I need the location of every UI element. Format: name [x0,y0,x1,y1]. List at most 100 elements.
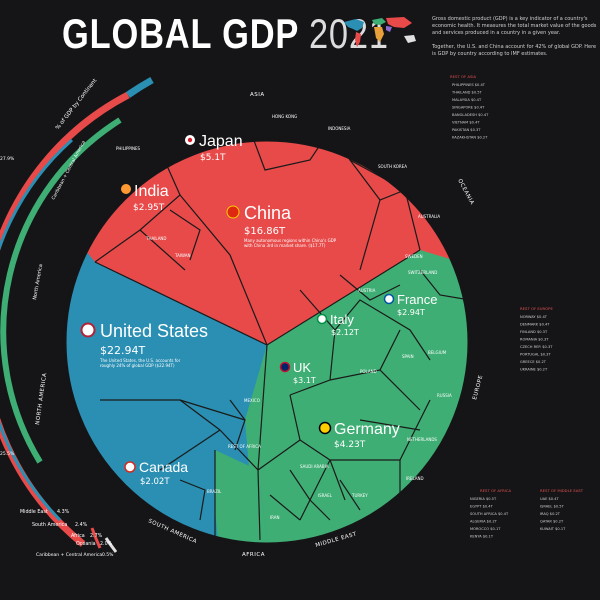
list-row: SOUTH AFRICA $0.4T [470,512,509,516]
list-row: SINGAPORE $0.4T [452,106,485,110]
value-germany: $4.23T [334,440,366,450]
country-canada: Canada $2.02T [124,459,188,487]
list-row: KAZAKHSTAN $0.2T [452,136,488,140]
country-india: India $2.95T [121,183,169,213]
germany-flag-icon [318,421,332,435]
legend-africa: Africa [71,533,85,539]
value-uk: $3.1T [293,376,316,385]
ring-small-2 [104,537,118,553]
italy-flag-icon [316,313,328,325]
country-us: United States $22.94T The United States,… [80,321,208,368]
list-row: EGYPT $0.4T [470,505,494,509]
legend-cca-pct: 0.5% [102,552,114,558]
list-row: KUWAIT $0.1T [540,527,566,531]
continent-legend: Middle East 4.3% South America 2.4% Afri… [20,509,114,558]
value-us: $22.94T [100,344,145,357]
small-label: SPAIN [402,354,414,359]
list-row: KENYA $0.1T [470,535,494,539]
list-row: MOROCCO $0.1T [470,527,501,531]
list-row: PORTUGAL $0.3T [520,353,551,357]
small-label: INDONESIA [328,126,351,131]
ring-eu-pct: 25.5% [0,451,15,457]
small-label: RUSSIA [437,393,452,398]
china-note: Many autonomous regions within China's G… [244,238,337,248]
ring-inner-segment [0,138,73,522]
list-rest-of-europe: NORWAY $0.4T DENMARK $0.4T FINLAND $0.3T RO… [520,315,553,372]
list-row: VIETNAM $0.4T [452,121,480,125]
china-note-text: Many autonomous regions within China's G… [244,238,337,248]
ring-na-label: North America [32,264,44,301]
region-label-asia: ASIA [250,92,265,98]
small-label: TAIWAN [174,253,191,258]
small-label: POLAND [360,369,377,374]
list-row: FINLAND $0.3T [520,330,548,334]
list-row: NORWAY $0.4T [520,315,548,319]
intro-text-2: Together, the U.S. and China account for… [432,44,597,57]
list-row: MALAYSIA $0.4T [452,98,482,102]
japan-flag-dot [187,137,193,143]
list-row: DENMARK $0.4T [520,323,550,327]
list-rest-of-middle-east: UAE $0.4T ISRAEL $0.5T IRAQ $0.2T QATAR $0.… [540,497,566,531]
page-title: GLOBAL GDP 2021 [62,10,389,58]
region-label-oceania: OCEANIA [456,178,475,206]
value-china: $16.86T [244,226,286,237]
india-flag-icon [121,184,131,194]
list-row: NIGERIA $0.5T [470,497,497,501]
small-label: IRELAND [406,476,424,481]
label-italy: Italy [330,312,354,327]
us-flag-icon [80,322,96,338]
country-germany: Germany $4.23T [318,421,400,450]
small-label: SWEDEN [405,254,423,259]
label-canada: Canada [139,459,188,475]
label-china: China [244,203,292,223]
ring-small-1 [90,527,102,549]
list-heading: REST OF MIDDLE EAST [540,488,584,493]
list-heading: REST OF EUROPE [520,306,553,311]
region-africa [215,450,270,544]
label-japan: Japan [199,133,243,150]
country-japan: Japan $5.1T [185,133,243,163]
legend-middle-east-pct: 4.3% [57,509,70,515]
legend-south-america: South America [32,522,67,528]
small-label: PHILIPPINES [116,146,141,151]
ring-top-segment [125,76,154,98]
list-row: BANGLADESH $0.4T [452,113,489,117]
small-label: THAILAND [145,236,167,241]
list-row: IRAQ $0.2T [540,512,561,516]
small-label: BRAZIL [207,489,222,494]
list-row: ROMANIA $0.3T [520,338,549,342]
list-row: GREECE $0.2T [520,360,547,364]
value-france: $2.94T [397,308,425,317]
title-year: 2021 [308,10,389,57]
value-canada: $2.02T [140,477,170,487]
right-lists: REST OF ASIA PHILIPPINES $0.4T THAILAND $… [450,74,584,539]
legend-oceania: Oceania [76,541,96,547]
france-flag-icon [383,293,395,305]
title-main: GLOBAL GDP [62,10,299,57]
small-labels: HONG KONG INDONESIA SOUTH KOREA AUSTRALI… [116,114,452,520]
small-label: ISRAEL [318,493,333,498]
us-note-text: The United States, the U.S. accounts for… [100,358,181,368]
legend-south-america-pct: 2.4% [75,522,88,528]
intro-text: Gross domestic product (GDP) is a key in… [432,16,597,36]
label-germany: Germany [334,421,400,438]
small-label: NETHERLANDS [407,437,437,442]
value-india: $2.95T [133,203,165,213]
small-label: AUSTRIA [358,288,376,293]
ring-eu-segment [0,117,122,464]
list-rest-of-asia: PHILIPPINES $0.4T THAILAND $0.5T MALAYSIA … [451,83,489,140]
ring-label: % of GDP by Continent [55,77,99,131]
list-row: PAKISTAN $0.3T [452,128,481,132]
list-row: UKRAINE $0.2T [520,368,548,372]
small-label: BELGIUM [428,350,447,355]
uk-flag-icon [279,361,291,373]
list-rest-of-africa: NIGERIA $0.5T EGYPT $0.4T SOUTH AFRICA $0.… [470,497,509,539]
list-row: ISRAEL $0.5T [540,505,565,509]
world-map-icon [344,17,416,47]
small-label: SAUDI ARABIA [300,464,329,469]
ring-na-pct: 27.9% [0,156,15,162]
small-label: IRAN [270,515,280,520]
list-row: PHILIPPINES $0.4T [452,83,486,87]
small-label: TURKEY [351,493,368,498]
